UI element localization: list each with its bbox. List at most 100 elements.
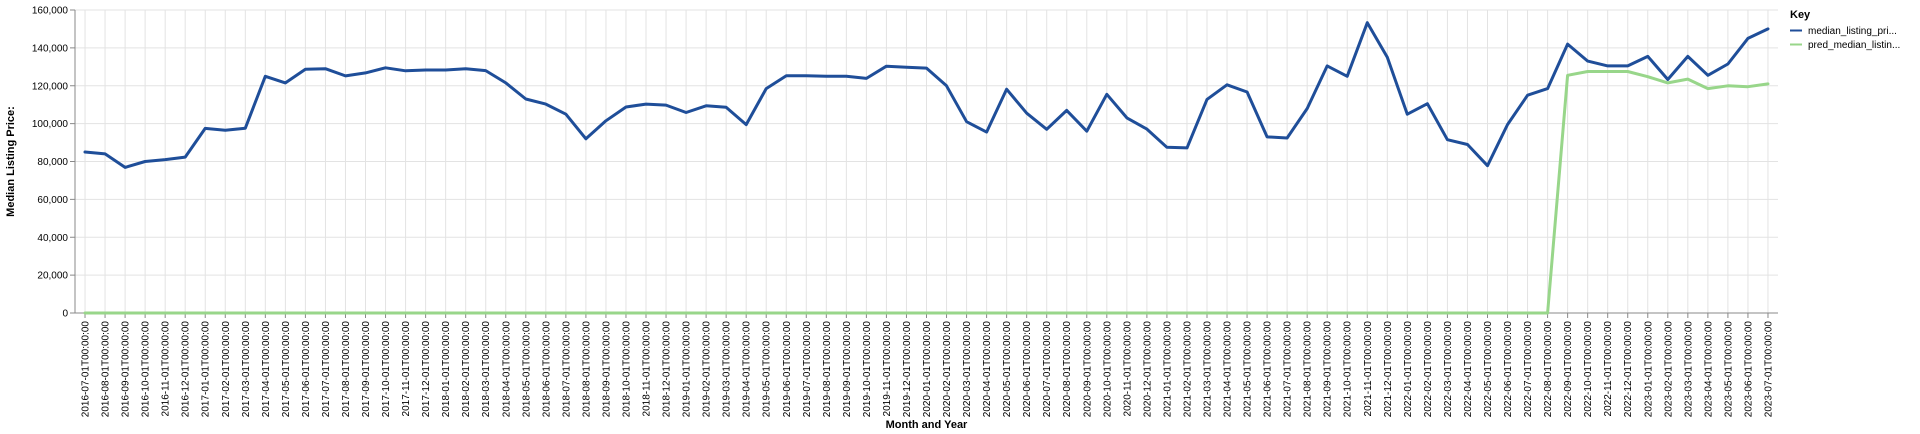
x-tick-label: 2021-06-01T00:00:00 <box>1263 321 1274 418</box>
x-tick-label: 2019-09-01T00:00:00 <box>842 321 853 418</box>
x-tick-label: 2019-07-01T00:00:00 <box>802 321 813 418</box>
x-tick-label: 2017-02-01T00:00:00 <box>221 321 232 418</box>
x-tick-label: 2023-02-01T00:00:00 <box>1663 321 1674 418</box>
x-tick-label: 2019-02-01T00:00:00 <box>702 321 713 418</box>
y-tick-label: 100,000 <box>32 119 69 130</box>
x-tick-label: 2017-07-01T00:00:00 <box>321 321 332 418</box>
x-tick-label: 2023-04-01T00:00:00 <box>1703 321 1714 418</box>
y-tick-label: 160,000 <box>32 6 69 17</box>
x-tick-label: 2020-11-01T00:00:00 <box>1122 321 1133 417</box>
legend-items: median_listing_pri... pred_median_listin.… <box>1790 26 1900 51</box>
x-tick-label: 2020-06-01T00:00:00 <box>1022 321 1033 418</box>
x-tick-label: 2019-11-01T00:00:00 <box>882 321 893 417</box>
x-tick-label: 2017-01-01T00:00:00 <box>201 321 212 418</box>
x-tick-label: 2022-02-01T00:00:00 <box>1423 321 1434 418</box>
x-tick-label: 2018-08-01T00:00:00 <box>581 321 592 418</box>
x-tick-label: 2017-12-01T00:00:00 <box>421 321 432 418</box>
x-tick-label: 2017-04-01T00:00:00 <box>261 321 272 418</box>
x-tick-label: 2021-09-01T00:00:00 <box>1323 321 1334 418</box>
x-tick-label: 2017-08-01T00:00:00 <box>341 321 352 418</box>
x-axis-title: Month and Year <box>886 419 968 431</box>
legend-title: Key <box>1790 9 1811 21</box>
x-tick-label: 2021-08-01T00:00:00 <box>1303 321 1314 418</box>
x-tick-label: 2017-03-01T00:00:00 <box>241 321 252 418</box>
series-lines <box>83 21 1770 315</box>
x-tick-label: 2023-07-01T00:00:00 <box>1763 321 1774 418</box>
x-tick-label: 2019-03-01T00:00:00 <box>722 321 733 418</box>
x-tick-label: 2021-02-01T00:00:00 <box>1182 321 1193 418</box>
x-tick-label: 2022-06-01T00:00:00 <box>1503 321 1514 418</box>
x-tick-label: 2021-05-01T00:00:00 <box>1243 321 1254 418</box>
x-tick-label: 2022-09-01T00:00:00 <box>1563 321 1574 418</box>
x-tick-label: 2018-04-01T00:00:00 <box>501 321 512 418</box>
y-tick-label: 20,000 <box>37 271 68 282</box>
x-tick-label: 2020-08-01T00:00:00 <box>1062 321 1073 418</box>
x-tick-label: 2018-10-01T00:00:00 <box>621 321 632 418</box>
x-tick-label: 2021-10-01T00:00:00 <box>1343 321 1354 418</box>
x-tick-label: 2016-10-01T00:00:00 <box>141 321 152 418</box>
x-tick-label: 2021-11-01T00:00:00 <box>1363 321 1374 417</box>
x-tick-label: 2023-06-01T00:00:00 <box>1743 321 1754 418</box>
legend-label-2: pred_median_listin... <box>1808 40 1900 51</box>
series-line-1 <box>83 21 1770 169</box>
x-tick-label: 2020-03-01T00:00:00 <box>962 321 973 418</box>
x-tick-label: 2020-04-01T00:00:00 <box>982 321 993 418</box>
x-tick-label: 2020-02-01T00:00:00 <box>942 321 953 418</box>
x-tick-label: 2022-08-01T00:00:00 <box>1543 321 1554 418</box>
x-tick-label: 2020-10-01T00:00:00 <box>1102 321 1113 418</box>
x-tick-label: 2016-11-01T00:00:00 <box>161 321 172 417</box>
x-tick-label: 2016-08-01T00:00:00 <box>101 321 112 418</box>
y-axis-title: Median Listing Price: <box>5 106 17 217</box>
x-tick-label: 2019-08-01T00:00:00 <box>822 321 833 418</box>
x-tick-label: 2020-09-01T00:00:00 <box>1082 321 1093 418</box>
x-tick-label: 2018-11-01T00:00:00 <box>642 321 653 417</box>
x-tick-label: 2017-11-01T00:00:00 <box>401 321 412 417</box>
x-tick-label: 2022-10-01T00:00:00 <box>1583 321 1594 418</box>
x-tick-label: 2022-05-01T00:00:00 <box>1483 321 1494 418</box>
x-tick-label: 2022-11-01T00:00:00 <box>1603 321 1614 417</box>
x-tick-label: 2023-01-01T00:00:00 <box>1643 321 1654 418</box>
gridlines <box>75 9 1778 314</box>
x-tick-label: 2018-02-01T00:00:00 <box>461 321 472 418</box>
y-tick-label: 40,000 <box>37 233 68 244</box>
y-tick-label: 140,000 <box>32 43 69 54</box>
x-tick-label: 2017-05-01T00:00:00 <box>281 321 292 418</box>
x-tick-label: 2018-12-01T00:00:00 <box>662 321 673 418</box>
series-line-2 <box>83 70 1770 315</box>
x-tick-label: 2022-01-01T00:00:00 <box>1403 321 1414 418</box>
x-tick-label: 2016-07-01T00:00:00 <box>81 321 92 418</box>
x-tick-label: 2020-01-01T00:00:00 <box>922 321 933 418</box>
legend: Key median_listing_pri... pred_median_lis… <box>1790 9 1900 51</box>
x-tick-label: 2018-01-01T00:00:00 <box>441 321 452 418</box>
y-tick-label: 80,000 <box>37 157 68 168</box>
x-tick-label: 2018-05-01T00:00:00 <box>521 321 532 418</box>
x-tick-label: 2020-07-01T00:00:00 <box>1042 321 1053 418</box>
legend-label-1: median_listing_pri... <box>1808 26 1897 37</box>
x-tick-label: 2022-07-01T00:00:00 <box>1523 321 1534 418</box>
x-tick-label: 2017-09-01T00:00:00 <box>361 321 372 418</box>
y-tick-label: 0 <box>62 309 68 320</box>
x-tick-label: 2023-03-01T00:00:00 <box>1683 321 1694 418</box>
x-tick-label: 2019-04-01T00:00:00 <box>742 321 753 418</box>
x-tick-label: 2018-07-01T00:00:00 <box>561 321 572 418</box>
x-tick-label: 2021-03-01T00:00:00 <box>1202 321 1213 418</box>
x-tick-label: 2021-07-01T00:00:00 <box>1283 321 1294 418</box>
x-tick-label: 2021-04-01T00:00:00 <box>1223 321 1234 418</box>
x-tick-label: 2020-12-01T00:00:00 <box>1142 321 1153 418</box>
x-tick-label: 2019-10-01T00:00:00 <box>862 321 873 418</box>
x-tick-label: 2021-12-01T00:00:00 <box>1383 321 1394 418</box>
x-tick-label: 2022-04-01T00:00:00 <box>1463 321 1474 418</box>
x-axis-ticks: 2016-07-01T00:00:00 2016-08-01T00:00:00 20… <box>81 313 1774 418</box>
x-tick-label: 2022-12-01T00:00:00 <box>1623 321 1634 418</box>
x-tick-label: 2018-09-01T00:00:00 <box>601 321 612 418</box>
y-tick-label: 120,000 <box>32 81 69 92</box>
x-tick-label: 2017-06-01T00:00:00 <box>301 321 312 418</box>
y-tick-label: 60,000 <box>37 195 68 206</box>
x-tick-label: 2020-05-01T00:00:00 <box>1002 321 1013 418</box>
y-axis-ticks: 0 20,000 40,000 60,000 80,000 100,000 120,000 1… <box>32 6 75 320</box>
x-tick-label: 2017-10-01T00:00:00 <box>381 321 392 418</box>
x-tick-label: 2022-03-01T00:00:00 <box>1443 321 1454 418</box>
x-tick-label: 2021-01-01T00:00:00 <box>1162 321 1173 418</box>
x-tick-label: 2019-05-01T00:00:00 <box>762 321 773 418</box>
